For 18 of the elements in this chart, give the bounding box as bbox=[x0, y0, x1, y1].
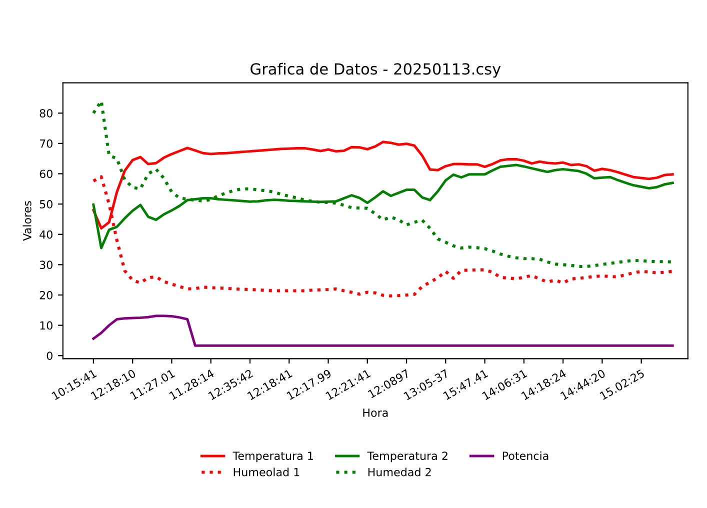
legend-label: Humedad 2 bbox=[368, 468, 431, 476]
y-tick-label: 30 bbox=[40, 260, 52, 270]
line-series bbox=[92, 314, 674, 347]
y-tick-label: 20 bbox=[40, 290, 52, 300]
y-tick-label: 70 bbox=[40, 139, 52, 148]
y-tick-label: 80 bbox=[40, 109, 52, 118]
legend-label: Potencia bbox=[502, 451, 548, 460]
y-tick-label: 40 bbox=[40, 230, 52, 239]
legend-label: Temperatura 1 bbox=[232, 452, 313, 462]
chart-title: Grafica de Datos - 20250113.csy bbox=[250, 62, 501, 78]
legend-label: Humeolad 1 bbox=[234, 468, 300, 476]
y-axis-title: Valores bbox=[22, 201, 32, 241]
x-axis-title: Hora bbox=[363, 408, 388, 417]
y-tick-label: 60 bbox=[40, 170, 52, 178]
y-tick-label: 10 bbox=[40, 321, 52, 330]
legend-label: Temperatura 2 bbox=[367, 452, 448, 462]
y-tick-label: 50 bbox=[40, 200, 52, 208]
y-tick-label: 0 bbox=[46, 352, 52, 360]
